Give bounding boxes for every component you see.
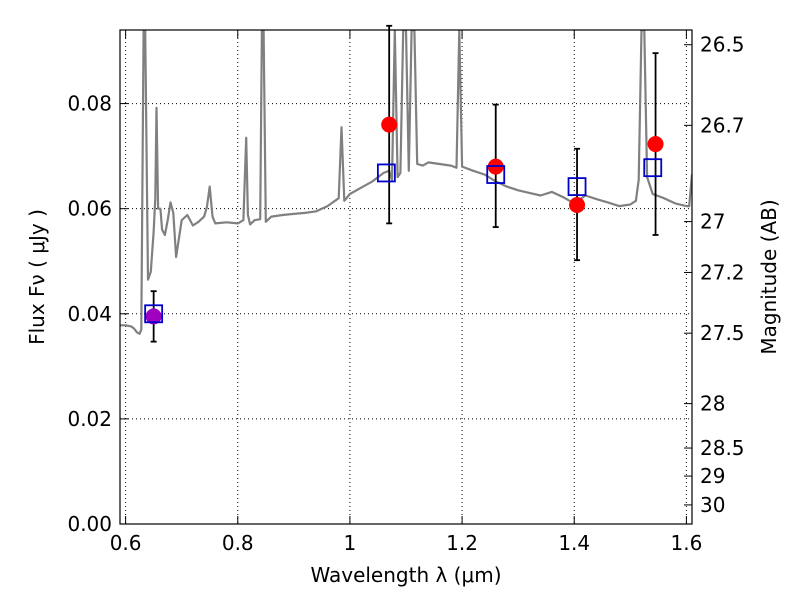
y2-tick-label: 27.5 xyxy=(700,321,745,345)
x-tick-labels: 0.6 0.8 1 1.2 1.4 1.6 xyxy=(110,531,703,555)
x-tick-label: 1 xyxy=(344,531,357,555)
model-point xyxy=(486,165,506,184)
x-axis-title: Wavelength λ (μm) xyxy=(310,563,501,587)
y2-axis-title: Magnitude (AB) xyxy=(757,199,781,354)
y2-tick-label: 26.7 xyxy=(700,113,745,137)
y-axis-title: Flux Fν ( μJy ) xyxy=(25,209,49,345)
x-tick-label: 0.8 xyxy=(222,531,254,555)
y2-tick-label: 29 xyxy=(700,464,725,488)
spectrum-layer xyxy=(120,30,692,335)
y-tick-label: 0.00 xyxy=(67,512,112,536)
observed-point xyxy=(647,136,664,153)
error-bars xyxy=(150,24,659,343)
model-point xyxy=(144,304,164,324)
y-tick-label: 0.02 xyxy=(67,407,112,431)
grid-lines xyxy=(120,30,692,525)
spectrum-line xyxy=(120,30,692,335)
y2-tick-label: 28 xyxy=(700,392,725,416)
y-tick-labels: 0.00 0.02 0.04 0.06 0.08 xyxy=(67,92,112,536)
observed-point xyxy=(569,197,586,214)
y-tick-label: 0.04 xyxy=(67,302,112,326)
model-points xyxy=(144,158,663,324)
y-tick-label: 0.08 xyxy=(67,92,112,116)
y2-tick-label: 27 xyxy=(700,210,725,234)
x-tick-label: 1.6 xyxy=(670,531,702,555)
x-tick-label: 0.6 xyxy=(110,531,142,555)
y2-tick-label: 30 xyxy=(700,493,725,517)
x-tick-label: 1.4 xyxy=(558,531,590,555)
model-point xyxy=(376,163,396,183)
y2-tick-label: 26.5 xyxy=(700,33,745,57)
plot-frame xyxy=(119,29,693,525)
x-tick-label: 1.2 xyxy=(446,531,478,555)
y2-tick-label: 27.2 xyxy=(700,260,745,284)
y2-tick-labels: 26.5 26.7 27 27.2 27.5 28 28.5 29 30 xyxy=(700,33,745,517)
model-point xyxy=(643,158,663,178)
observed-point xyxy=(381,116,398,133)
y-tick-label: 0.06 xyxy=(67,197,112,221)
observed-point xyxy=(145,308,162,325)
model-point xyxy=(567,177,587,197)
axis-ticks xyxy=(120,30,692,525)
y2-tick-label: 28.5 xyxy=(700,436,745,460)
observed-points xyxy=(145,116,664,325)
